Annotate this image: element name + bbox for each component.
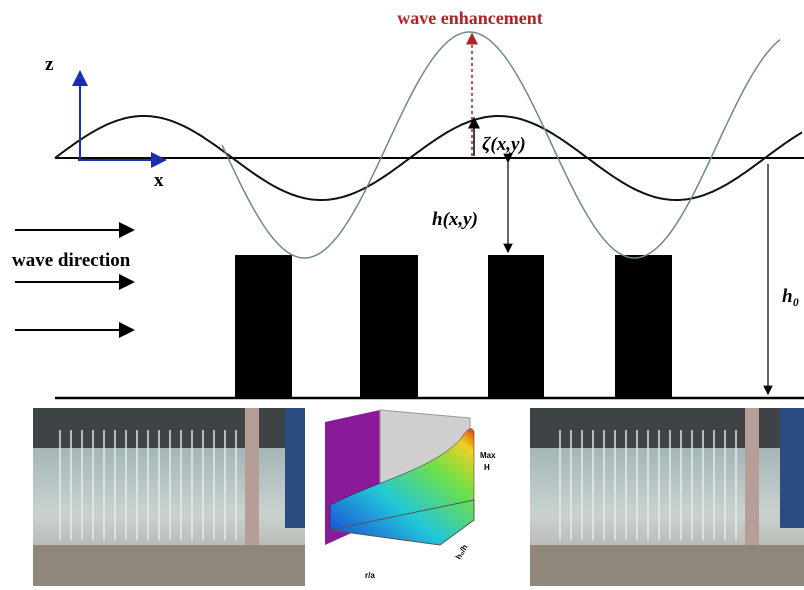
incident-wave: [54, 115, 803, 201]
direction-arrows: [15, 222, 135, 338]
total-depth-label: h₀: [782, 286, 799, 307]
x-label: x: [154, 170, 164, 191]
inset-legend-bottom: H: [484, 463, 490, 472]
enhanced-wave: [221, 31, 781, 259]
z-label: z: [45, 54, 54, 75]
depth-label: h(x,y): [432, 209, 478, 230]
obstacles: [235, 255, 672, 398]
inset-x-axis: r/a: [365, 571, 375, 580]
photo-right: [530, 408, 804, 586]
enhancement-label: wave enhancement: [397, 8, 542, 28]
inset-legend-top: Max: [480, 451, 496, 460]
direction-label: wave direction: [12, 250, 131, 271]
surface-label: ζ(x,y): [482, 134, 526, 155]
inset-y-axis: h₀/h: [454, 543, 470, 561]
inset-chart: Max H r/a h₀/h: [325, 409, 496, 580]
photo-left: [33, 408, 305, 586]
